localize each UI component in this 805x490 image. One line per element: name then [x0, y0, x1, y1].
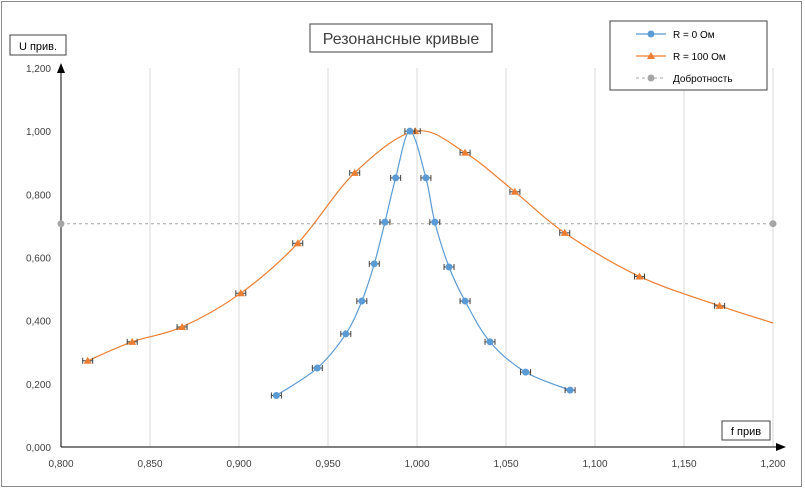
data-point — [392, 174, 400, 182]
data-point — [445, 263, 453, 271]
x-tick-label: 1,050 — [493, 459, 518, 470]
chart-title: Резонансные кривые — [323, 31, 480, 48]
data-point — [715, 301, 724, 309]
y-tick-labels: 0,000 0,200 0,400 0,600 0,800 1,000 1,200 — [26, 64, 51, 454]
data-point — [566, 386, 574, 394]
y-tick-label: 0,800 — [26, 190, 51, 201]
x-axis-arrow — [776, 443, 786, 451]
y-axis-label: U прив. — [19, 41, 57, 53]
x-tick-label: 1,150 — [671, 459, 696, 470]
data-point — [560, 228, 569, 236]
data-point — [370, 260, 378, 268]
legend-label-q: Добротность — [673, 73, 733, 85]
x-tick-label: 1,200 — [760, 459, 785, 470]
series-line — [87, 130, 774, 362]
series-layer — [57, 127, 777, 400]
data-point — [422, 174, 430, 182]
data-point — [358, 297, 366, 305]
data-point — [272, 392, 280, 400]
x-tick-label: 0,900 — [226, 459, 251, 470]
data-point — [635, 272, 644, 280]
legend: R = 0 Ом R = 100 Ом Добротность — [609, 20, 768, 91]
data-point — [350, 168, 359, 176]
chart-title-box: Резонансные кривые — [309, 23, 493, 53]
grid-lines — [149, 68, 774, 447]
legend-label-r0: R = 0 Ом — [673, 30, 715, 41]
x-tick-label: 0,950 — [315, 459, 340, 470]
x-tick-label: 1,100 — [582, 459, 607, 470]
data-point — [381, 218, 389, 226]
axes — [57, 63, 786, 451]
data-point — [461, 297, 469, 305]
data-point — [510, 187, 519, 195]
y-tick-label: 0,600 — [26, 254, 51, 265]
y-tick-label: 0,400 — [26, 317, 51, 328]
legend-marker-r100 — [647, 52, 655, 59]
x-tick-label: 1,000 — [404, 459, 429, 470]
x-axis-label: f прив — [731, 426, 761, 438]
series-1 — [82, 127, 774, 364]
legend-label-r100: R = 100 Ом — [673, 52, 726, 63]
x-tick-label: 0,850 — [137, 459, 162, 470]
data-point — [313, 364, 321, 372]
y-tick-label: 0,000 — [26, 443, 51, 454]
y-tick-label: 1,200 — [26, 64, 51, 75]
data-point — [178, 322, 187, 330]
y-axis-label-box: U прив. — [9, 34, 67, 56]
data-point — [522, 368, 530, 376]
x-axis-label-box: f прив — [721, 420, 771, 441]
data-point — [57, 220, 65, 228]
data-point — [236, 289, 245, 297]
x-tick-label: 0,800 — [48, 459, 73, 470]
series-0 — [270, 127, 576, 400]
legend-item-r0: R = 0 Ом — [636, 30, 715, 41]
y-axis-arrow — [57, 63, 65, 73]
series-2 — [57, 220, 777, 228]
legend-marker-r0 — [647, 30, 655, 38]
series-line — [276, 130, 571, 397]
legend-marker-q — [647, 74, 655, 82]
data-point — [486, 338, 494, 346]
y-tick-label: 0,200 — [26, 380, 51, 391]
data-point — [128, 337, 137, 345]
legend-item-r100: R = 100 Ом — [636, 52, 726, 63]
legend-item-q: Добротность — [636, 73, 733, 85]
data-point — [293, 239, 302, 247]
data-point — [83, 356, 92, 364]
data-point — [769, 220, 777, 228]
data-point — [342, 330, 350, 338]
data-point — [431, 218, 439, 226]
data-point — [461, 148, 470, 156]
data-point — [406, 127, 414, 135]
x-tick-labels: 0,800 0,850 0,900 0,950 1,000 1,050 1,100 1,150… — [48, 459, 785, 470]
y-tick-label: 1,000 — [26, 127, 51, 138]
